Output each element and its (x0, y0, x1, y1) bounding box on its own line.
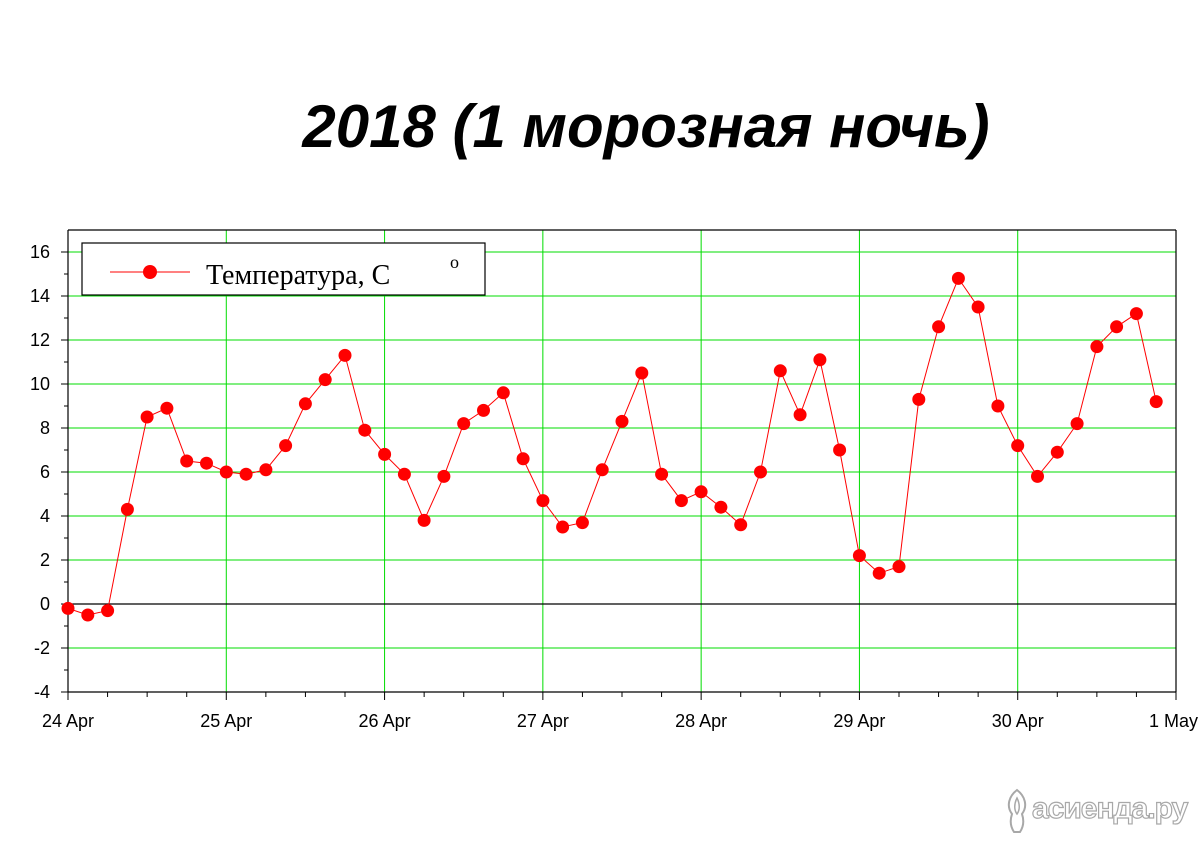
watermark: асиенда.ру (1000, 786, 1200, 836)
temperature-point (1110, 320, 1124, 334)
temperature-point (833, 443, 847, 457)
watermark-text: асиенда.ру (1031, 791, 1189, 825)
y-tick-label: 6 (40, 462, 50, 482)
temperature-point (536, 494, 550, 508)
temperature-point (140, 410, 154, 424)
temperature-line (67, 277, 1157, 616)
temperature-point (81, 608, 95, 622)
temperature-point (655, 467, 669, 481)
y-tick-label: 4 (40, 506, 50, 526)
y-tick-label: 14 (30, 286, 50, 306)
y-tick-label: -2 (34, 638, 50, 658)
temperature-point (971, 300, 985, 314)
temperature-point (1011, 439, 1025, 453)
temperature-point (318, 373, 332, 387)
temperature-point (892, 560, 906, 574)
temperature-point (932, 320, 946, 334)
temperature-point (259, 463, 273, 477)
temperature-point (101, 604, 115, 618)
temperature-point (556, 520, 570, 534)
temperature-point (773, 364, 787, 378)
temperature-point (239, 467, 253, 481)
temperature-point (279, 439, 293, 453)
temperature-point (615, 414, 629, 428)
temperature-point (754, 465, 767, 479)
legend-marker-sample (143, 265, 157, 279)
temperature-point (219, 465, 233, 479)
temperature-point (635, 366, 649, 380)
temperature-point (338, 348, 352, 362)
grid-lines (68, 230, 1176, 692)
tulip-logo-icon (1007, 788, 1027, 833)
temperature-point (852, 549, 866, 563)
y-tick-label: 2 (40, 550, 50, 570)
temperature-point (516, 452, 530, 466)
temperature-point (417, 513, 431, 527)
x-tick-label: 26 Apr (359, 711, 411, 731)
x-tick-label: 24 Apr (42, 711, 94, 731)
y-tick-label: 12 (30, 330, 50, 350)
temperature-point (575, 516, 589, 530)
x-tick-label: 25 Apr (200, 711, 252, 731)
temperature-point (120, 502, 134, 516)
chart-title: 2018 (1 морозная ночь) (302, 93, 990, 160)
temperature-point (477, 403, 490, 417)
legend: Температура, С о (81, 242, 486, 296)
temperature-point (694, 485, 708, 499)
legend-series-name: Температура, С (206, 260, 390, 291)
y-tick-label: 0 (40, 594, 50, 614)
temperature-point (200, 456, 213, 470)
x-tick-label: 1 May (1149, 711, 1198, 731)
temperature-point (734, 518, 748, 532)
y-tick-label: 8 (40, 418, 50, 438)
temperature-point (813, 353, 827, 367)
temperature-point (714, 500, 728, 514)
temperature-point (160, 401, 174, 415)
temperature-point (1070, 417, 1084, 431)
temperature-point (1129, 307, 1143, 321)
x-tick-label: 30 Apr (992, 711, 1044, 731)
series-layer (61, 271, 1163, 622)
y-tick-label: 16 (30, 242, 50, 262)
temperature-point (496, 386, 510, 400)
temperature-point (912, 392, 926, 406)
temperature-point (61, 601, 75, 615)
temperature-point (457, 417, 471, 431)
temperature-point (793, 408, 807, 422)
temperature-point (872, 566, 886, 580)
y-tick-label: 10 (30, 374, 50, 394)
temperature-point (437, 469, 451, 483)
x-tick-label: 27 Apr (517, 711, 569, 731)
temperature-point (1149, 395, 1163, 409)
temperature-point (378, 447, 392, 461)
temperature-point (1031, 469, 1044, 483)
temperature-point (1090, 340, 1104, 354)
axes: -4 -2 0 2 4 6 8 10 12 14 16 24 Apr 25 Apr 26 Apr 27 Ap… (30, 229, 1198, 731)
temperature-point (595, 463, 609, 477)
x-tick-label: 28 Apr (675, 711, 727, 731)
temperature-point (358, 423, 372, 437)
temperature-point (298, 397, 312, 411)
temperature-point (180, 454, 194, 468)
temperature-point (991, 399, 1005, 413)
x-tick-label: 29 Apr (833, 711, 885, 731)
y-tick-label: -4 (34, 682, 50, 702)
legend-series-superscript: о (450, 252, 459, 272)
temperature-point (674, 494, 688, 508)
temperature-point (951, 271, 965, 285)
temperature-point (1050, 445, 1064, 459)
temperature-point (397, 467, 411, 481)
